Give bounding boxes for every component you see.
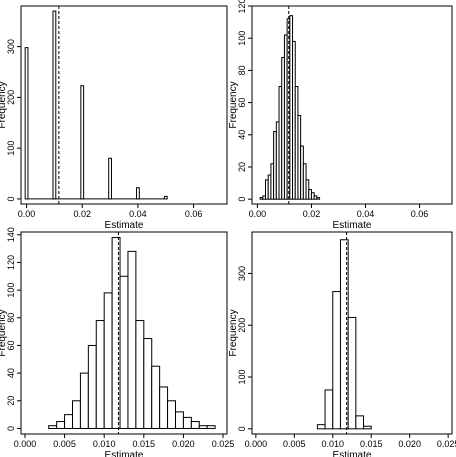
- y-tick-label: 200: [6, 90, 16, 105]
- y-tick-label: 60: [237, 98, 247, 108]
- histogram-bar: [198, 425, 208, 429]
- y-axis-label: Frequency: [0, 81, 8, 128]
- y-axis-label: Frequency: [228, 309, 239, 356]
- x-tick-label: 0.025: [437, 439, 456, 449]
- y-tick-label: 140: [6, 227, 16, 242]
- x-tick-label: 0.025: [212, 439, 235, 449]
- histogram-bar: [24, 47, 29, 200]
- histogram-panel-1: 0.00 0.02 0.04 0.06 0 100 200 300 Estimate Freque…: [0, 5, 228, 231]
- x-tick-label: 0.04: [357, 209, 375, 219]
- y-axis-label: Frequency: [0, 309, 8, 356]
- x-tick-label: 0.010: [93, 439, 116, 449]
- histogram-bar: [119, 275, 129, 429]
- histogram-bar: [363, 425, 372, 430]
- x-tick-label: 0.06: [185, 209, 203, 219]
- x-axis-label: Estimate: [333, 450, 372, 457]
- y-tick-label: 300: [6, 39, 16, 54]
- y-tick-label: 40: [6, 368, 16, 378]
- x-tick-label: 0.06: [411, 209, 429, 219]
- y-tick-label: 0: [6, 426, 16, 431]
- histogram-bar: [87, 344, 97, 429]
- x-axis-label: Estimate: [105, 450, 144, 457]
- histogram-bar: [163, 195, 168, 200]
- y-tick-label: 40: [237, 130, 247, 140]
- y-tick-label: 100: [6, 141, 16, 156]
- x-tick-label: 0.020: [172, 439, 195, 449]
- histogram-bar: [103, 292, 113, 429]
- histogram-bar: [175, 411, 184, 429]
- x-tick-label: 0.010: [322, 439, 345, 449]
- x-tick-label: 0.020: [398, 439, 421, 449]
- x-tick-label: 0.000: [245, 439, 268, 449]
- histogram-bar: [56, 421, 66, 429]
- plot-frame: [20, 231, 228, 435]
- histogram-bar: [206, 425, 216, 429]
- histogram-bar: [151, 365, 161, 429]
- y-tick-label: 300: [237, 266, 247, 281]
- histogram-bar: [159, 386, 169, 429]
- y-tick-label: 120: [237, 0, 247, 14]
- x-tick-label: 0.015: [133, 439, 156, 449]
- histogram-bar: [143, 338, 153, 429]
- plot-frame: [251, 231, 453, 435]
- histogram-bar: [48, 425, 58, 429]
- y-tick-label: 100: [6, 283, 16, 298]
- histogram-bar: [135, 320, 145, 429]
- y-tick-label: 80: [6, 313, 16, 323]
- histogram-bar: [108, 157, 112, 200]
- y-axis-label: Frequency: [228, 81, 239, 128]
- histogram-bar: [64, 414, 73, 429]
- y-tick-label: 20: [6, 396, 16, 406]
- y-tick-label: 80: [237, 65, 247, 75]
- y-tick-label: 60: [6, 340, 16, 350]
- y-tick-label: 120: [6, 255, 16, 270]
- plot-frame: [20, 5, 228, 205]
- histogram-bar: [316, 424, 326, 430]
- histogram-bar: [355, 415, 365, 430]
- histogram-panel-3: 0.000 0.005 0.010 0.015 0.020 0.025 0 20 40 60 80 1…: [0, 227, 234, 457]
- x-axis-label: Estimate: [105, 220, 144, 231]
- plot-frame: [251, 5, 453, 205]
- x-tick-label: 0.00: [18, 209, 36, 219]
- y-tick-label: 100: [237, 370, 247, 385]
- x-tick-label: 0.015: [360, 439, 383, 449]
- histogram-bar: [79, 372, 89, 429]
- y-tick-label: 200: [237, 318, 247, 333]
- y-tick-label: 0: [237, 426, 247, 431]
- x-axis-label: Estimate: [333, 220, 372, 231]
- x-tick-label: 0.00: [249, 209, 267, 219]
- histogram-bar: [182, 416, 192, 429]
- histogram-bar: [167, 400, 176, 429]
- histogram-panel-2: 0.00 0.02 0.04 0.06 0 20 40 60 80 100 120 Estimate F…: [228, 0, 453, 231]
- x-tick-label: 0.005: [283, 439, 306, 449]
- y-tick-label: 0: [237, 197, 247, 202]
- histogram-bar: [316, 197, 321, 200]
- histogram-bar: [72, 400, 81, 429]
- y-tick-label: 0: [6, 196, 16, 201]
- y-tick-label: 100: [237, 31, 247, 46]
- x-tick-label: 0.04: [129, 209, 147, 219]
- histogram-bar: [136, 187, 140, 200]
- x-tick-label: 0.02: [303, 209, 321, 219]
- histogram-bar: [332, 291, 341, 430]
- y-tick-label: 20: [237, 162, 247, 172]
- histogram-bar: [347, 316, 357, 430]
- histogram-bar: [324, 389, 334, 430]
- histogram-panel-4: 0.000 0.005 0.010 0.015 0.020 0.025 0 100 200 300…: [228, 231, 456, 457]
- histogram-bar: [190, 421, 200, 429]
- histogram-bar: [80, 85, 85, 200]
- x-tick-label: 0.005: [53, 439, 76, 449]
- x-tick-label: 0.02: [73, 209, 91, 219]
- x-tick-label: 0.000: [14, 439, 37, 449]
- histogram-bar: [95, 320, 105, 429]
- histogram-bar: [127, 250, 137, 429]
- histogram-bar: [52, 10, 57, 200]
